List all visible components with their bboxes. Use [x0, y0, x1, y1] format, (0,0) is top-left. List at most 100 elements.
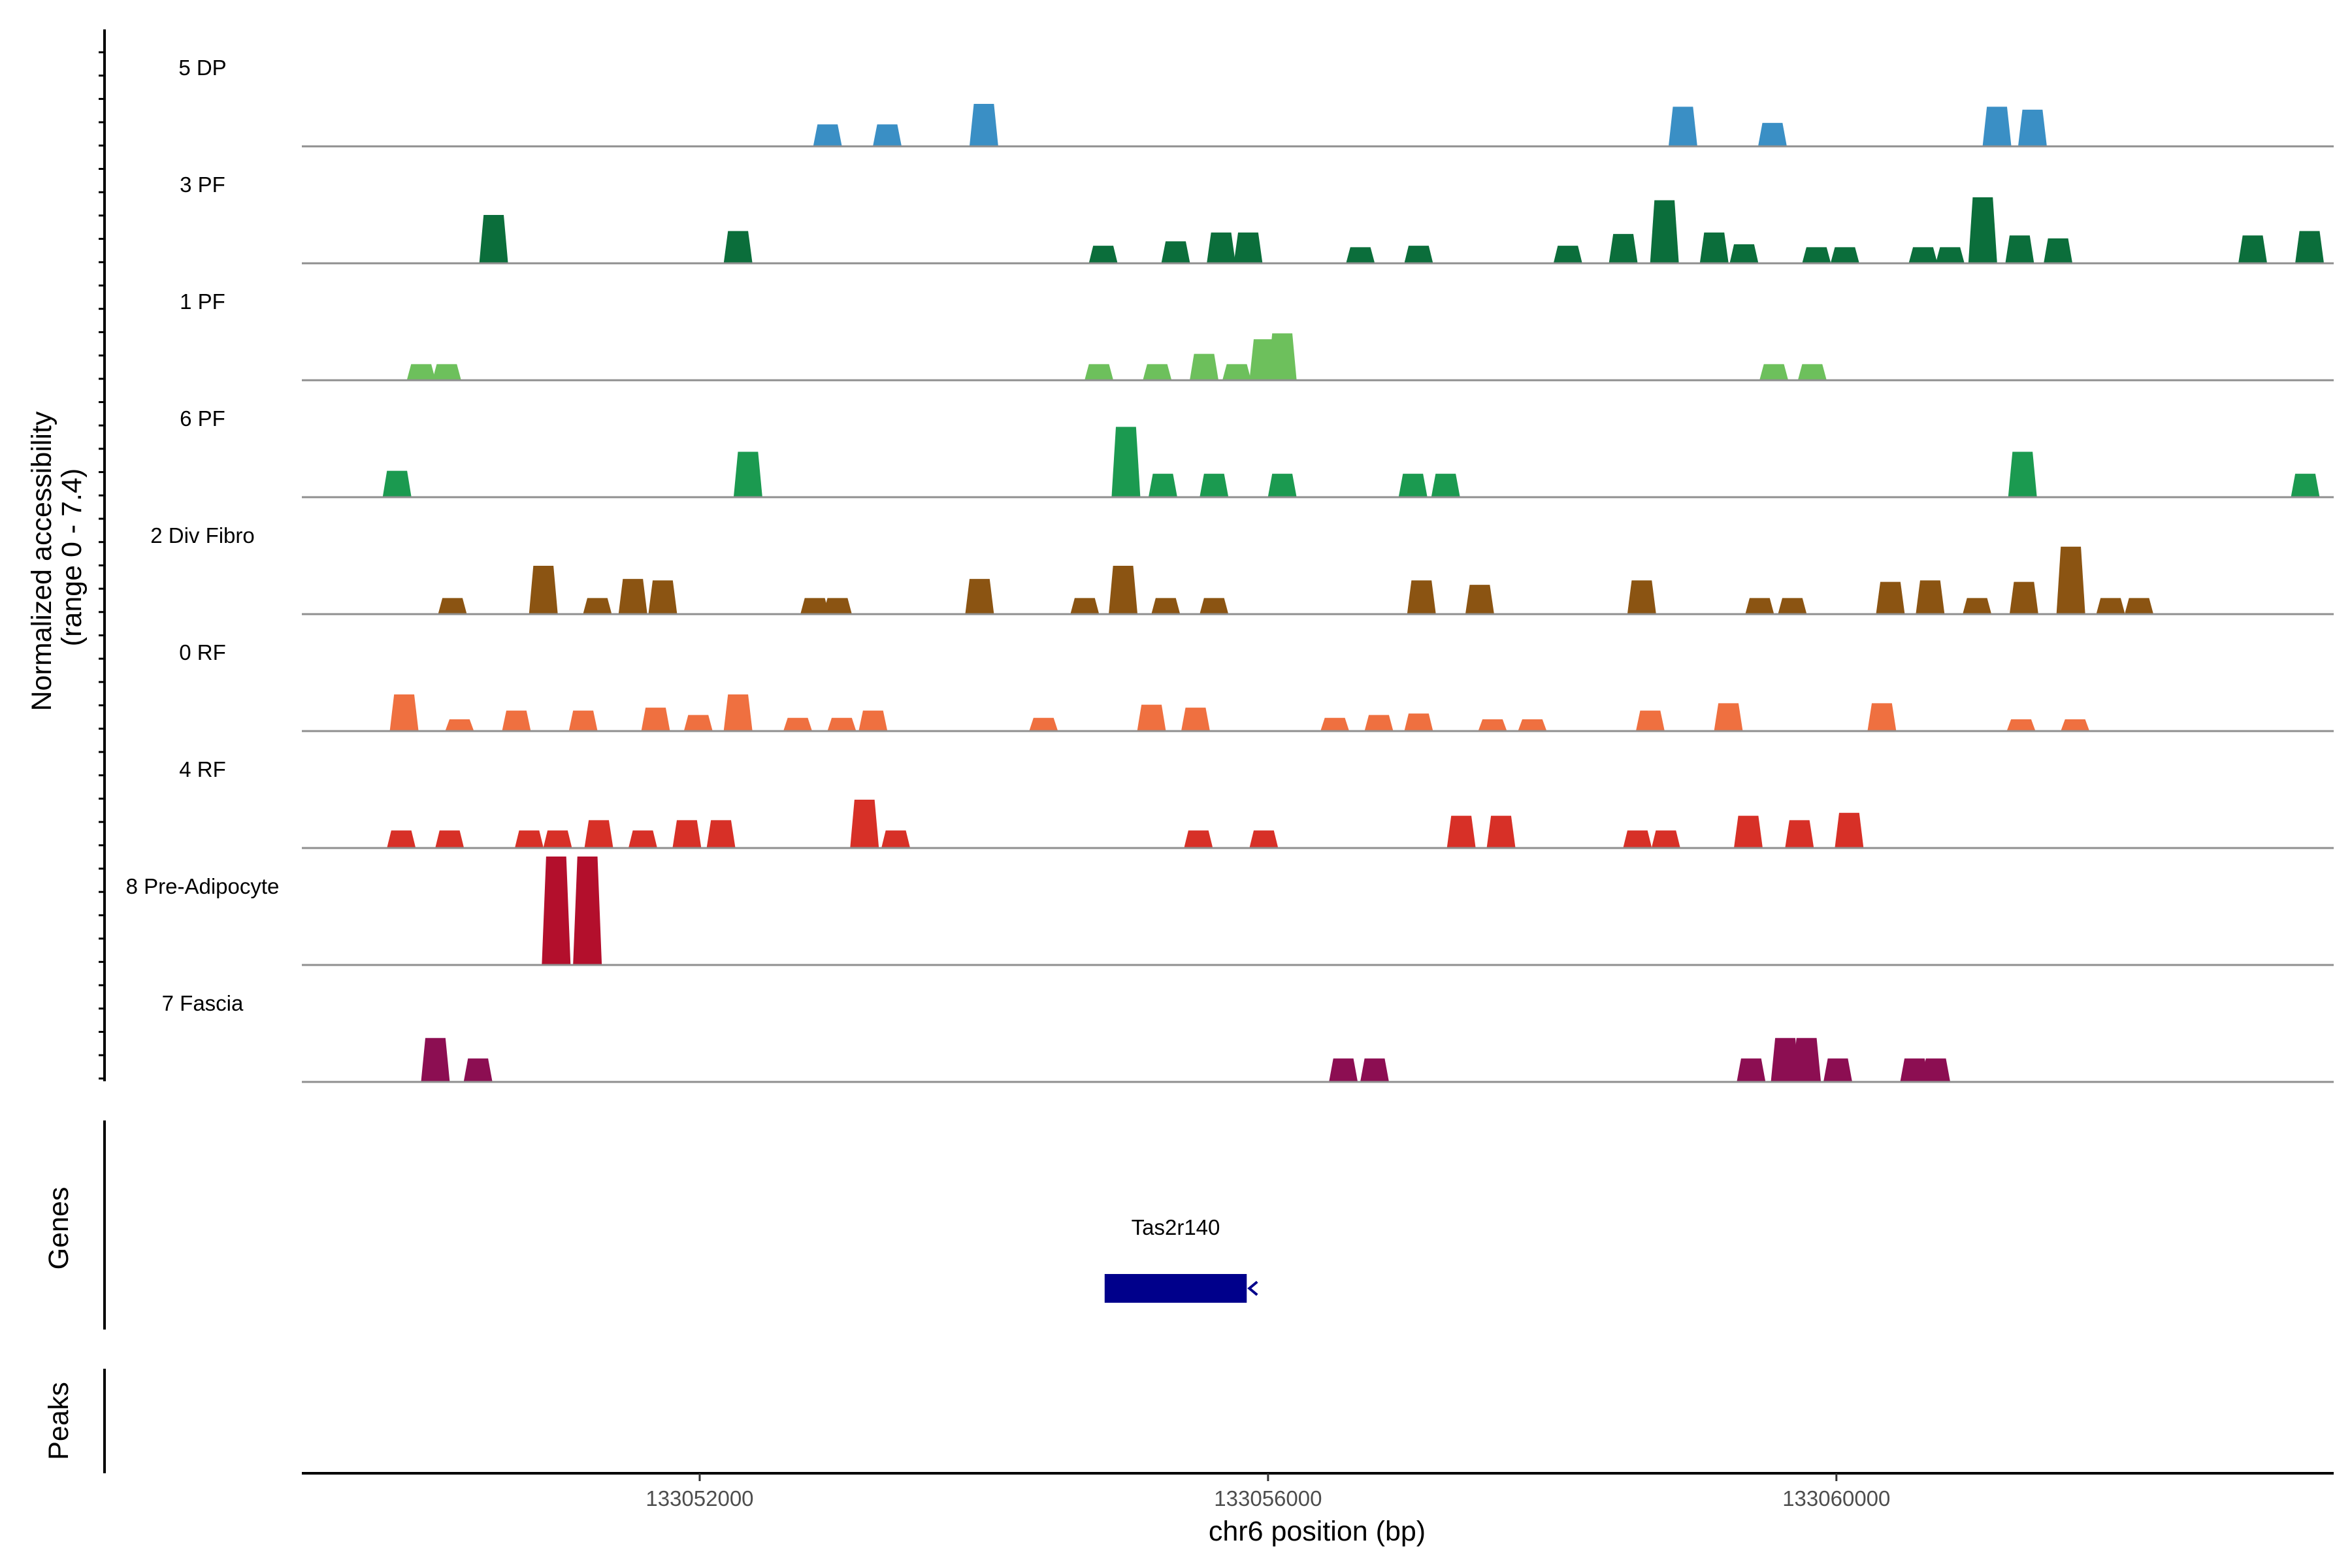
coverage-peak: [628, 830, 657, 848]
track-label: 0 RF: [179, 640, 226, 664]
coverage-peak: [463, 1058, 493, 1082]
track-label: 5 DP: [178, 56, 226, 80]
track-2-div-fibro: 2 Div Fibro: [150, 523, 2334, 615]
coverage-peak: [1609, 234, 1638, 263]
coverage-peak: [723, 694, 753, 731]
x-tick-label: 133056000: [1214, 1486, 1322, 1511]
coverage-peak: [1346, 247, 1375, 263]
track-label: 3 PF: [180, 172, 225, 197]
coverage-peak: [573, 857, 602, 965]
coverage-peak: [421, 1037, 450, 1082]
coverage-peak: [1757, 123, 1787, 146]
coverage-peak: [1745, 598, 1774, 614]
coverage-peak: [438, 598, 467, 614]
coverage-peak: [542, 857, 571, 965]
coverage-peak: [858, 710, 888, 731]
coverage-peak: [479, 214, 508, 263]
coverage-peak: [1778, 598, 1807, 614]
coverage-peak: [1759, 364, 1789, 380]
track-4-rf: 4 RF: [179, 757, 2334, 849]
coverage-peak: [827, 717, 857, 731]
coverage-peak: [823, 598, 852, 614]
coverage-peak: [672, 820, 702, 848]
coverage-peak: [1446, 815, 1476, 848]
coverage-peak: [2096, 598, 2125, 614]
coverage-peak: [2125, 598, 2154, 614]
coverage-peak: [1329, 1058, 1358, 1082]
coverage-peak: [1650, 200, 1679, 263]
coverage-peak: [1867, 703, 1897, 731]
coverage-peak: [1085, 364, 1114, 380]
y-axis-title-line-1: Normalized accessibility: [26, 411, 57, 711]
coverage-peak: [583, 598, 612, 614]
coverage-peak: [514, 830, 544, 848]
coverage-peak: [2238, 235, 2268, 263]
coverage-peak: [406, 364, 436, 380]
coverage-peak: [1651, 830, 1680, 848]
track-1-pf: 1 PF: [180, 289, 2334, 382]
coverage-peak: [2005, 235, 2034, 263]
coverage-peak: [800, 598, 830, 614]
coverage-peak: [1070, 598, 1100, 614]
coverage-peak: [1916, 580, 1945, 614]
genes-panel: Tas2r140: [103, 1120, 1258, 1330]
track-label: 1 PF: [180, 289, 225, 314]
coverage-peak: [1876, 581, 1905, 614]
coverage-peak: [1143, 364, 1172, 380]
coverage-peak: [618, 579, 647, 614]
coverage-peak: [1407, 580, 1436, 614]
coverage-peak: [1771, 1037, 1800, 1082]
x-axis: 133052000 133056000 133060000: [302, 1472, 2334, 1511]
coverage-peak: [1109, 565, 1138, 614]
coverage-peak: [1968, 197, 1997, 263]
coverage-peak: [783, 717, 813, 731]
coverage-peak: [1249, 830, 1279, 848]
coverage-peak: [850, 799, 879, 848]
coverage-peak: [1431, 474, 1460, 497]
coverage-peak: [387, 830, 416, 848]
coverage-peak: [1404, 246, 1433, 263]
coverage-peak: [382, 470, 412, 497]
x-axis-title: chr6 position (bp): [1209, 1516, 1426, 1547]
track-label: 2 Div Fibro: [150, 523, 255, 547]
y-axis-title-line-2: (range 0 - 7.4): [56, 468, 88, 646]
coverage-peak: [1553, 246, 1582, 263]
gene-label: Tas2r140: [1132, 1215, 1220, 1239]
coverage-peak: [2044, 238, 2073, 263]
coverage-peak: [1737, 1058, 1766, 1082]
coverage-peak: [1088, 246, 1118, 263]
coverage-peak: [1320, 717, 1350, 731]
track-label: 4 RF: [179, 757, 226, 781]
coverage-peak: [1181, 708, 1210, 731]
coverage-peak: [1200, 598, 1229, 614]
coverage-peak: [1267, 474, 1297, 497]
y-axis-title: Normalized accessibility (range 0 - 7.4): [26, 404, 88, 711]
coverage-peak: [2009, 581, 2038, 614]
coverage-peak: [1733, 815, 1763, 848]
track-6-pf: 6 PF: [180, 406, 2334, 498]
coverage-peak: [432, 364, 461, 380]
coverage-peak: [1921, 1058, 1951, 1082]
track-5-dp: 5 DP: [178, 56, 2334, 148]
coverage-peak: [1785, 820, 1814, 848]
coverage-peak: [1830, 247, 1859, 263]
coverage-peak: [1729, 244, 1759, 263]
coverage-peak: [1623, 830, 1652, 848]
coverage-peak: [2006, 719, 2036, 731]
coverage-peak: [1360, 1058, 1389, 1082]
coverage-peak: [1963, 598, 1992, 614]
track-8-pre-adipocyte: 8 Pre-Adipocyte: [126, 857, 2334, 966]
coverage-peak: [1184, 830, 1213, 848]
coverage-peak: [733, 451, 762, 497]
coverage-peak: [1635, 710, 1665, 731]
coverage-peak: [965, 579, 994, 614]
coverage-peak: [1518, 719, 1547, 731]
coverage-peak: [1900, 1058, 1929, 1082]
coverage-peak: [529, 565, 558, 614]
track-label: 7 Fascia: [162, 991, 244, 1015]
coverage-peak: [1627, 580, 1656, 614]
coverage-peak: [543, 830, 572, 848]
coverage-peak: [1364, 715, 1394, 731]
gene-body: [1104, 1274, 1247, 1303]
coverage-peak: [1465, 585, 1494, 614]
